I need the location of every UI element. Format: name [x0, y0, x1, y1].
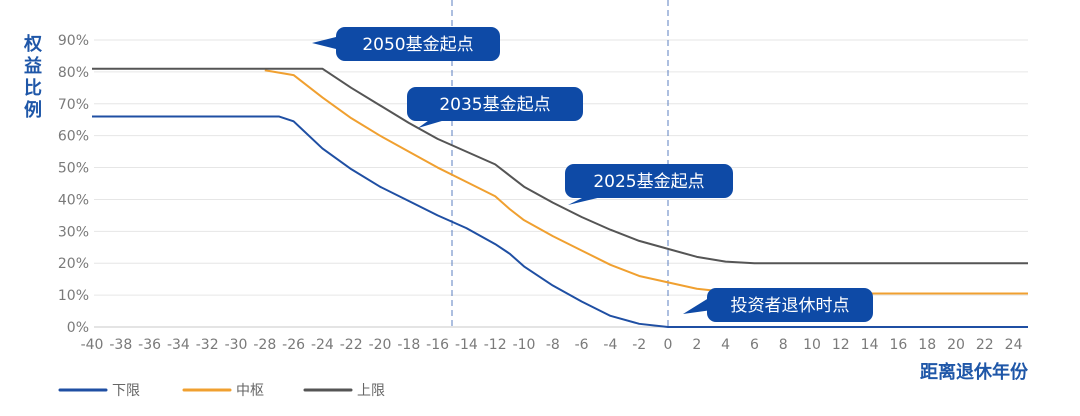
- x-tick-label: -8: [546, 337, 560, 353]
- y-tick-label: 30%: [58, 224, 89, 240]
- y-tick-label: 0%: [67, 320, 89, 336]
- legend-item: 下限: [58, 383, 140, 399]
- x-tick-label: -2: [632, 337, 646, 353]
- annotation-label: 2050基金起点: [362, 35, 473, 55]
- x-tick-label: 16: [889, 337, 907, 353]
- x-tick-label: -28: [253, 337, 276, 353]
- y-tick-label: 60%: [58, 129, 89, 145]
- legend-item: 中枢: [182, 383, 264, 399]
- annotation-callout: 2050基金起点: [312, 27, 500, 61]
- x-tick-label: 20: [947, 337, 965, 353]
- callout-box: [565, 164, 733, 198]
- x-tick-label: 22: [976, 337, 994, 353]
- y-tick-label: 50%: [58, 161, 89, 177]
- callout-pointer: [312, 36, 340, 50]
- x-tick-label: -10: [513, 337, 536, 353]
- x-tick-label: -20: [369, 337, 392, 353]
- x-tick-label: -16: [426, 337, 449, 353]
- x-tick-label: 10: [803, 337, 821, 353]
- y-tick-label: 40%: [58, 192, 89, 208]
- y-axis-title: 权益比例: [23, 33, 43, 121]
- gridlines: [94, 39, 1028, 328]
- y-tick-label: 90%: [58, 33, 89, 49]
- annotation-label: 2025基金起点: [593, 172, 704, 192]
- x-tick-label: -6: [575, 337, 589, 353]
- y-axis-ticks: 0% 10% 20% 30% 40% 50% 60% 70% 80% 90%: [58, 33, 89, 336]
- legend: 下限 中枢 上限: [58, 383, 385, 399]
- x-tick-label: 0: [664, 337, 673, 353]
- y-tick-label: 80%: [58, 65, 89, 81]
- y-tick-label: 10%: [58, 288, 89, 304]
- annotation-label: 投资者退休时点: [731, 296, 850, 316]
- x-tick-label: -4: [603, 337, 617, 353]
- x-tick-label: -40: [81, 337, 104, 353]
- x-tick-label: 12: [832, 337, 850, 353]
- legend-label: 中枢: [236, 383, 264, 399]
- x-axis-ticks: -40 -38 -36 -34 -32 -30 -28 -26 -24 -22 -20 -18 -16-…: [81, 337, 1023, 353]
- y-tick-label: 70%: [58, 97, 89, 113]
- x-tick-label: -34: [167, 337, 190, 353]
- x-tick-label: -22: [340, 337, 363, 353]
- legend-label: 下限: [112, 383, 140, 399]
- x-tick-label: -18: [397, 337, 420, 353]
- callout-box: [336, 27, 500, 61]
- x-tick-label: 4: [721, 337, 730, 353]
- series-lines: [92, 67, 1028, 328]
- series-line: [92, 115, 1028, 328]
- callout-box: [407, 87, 583, 121]
- annotation-callout: 2025基金起点: [565, 164, 733, 205]
- callout-pointer: [683, 296, 712, 314]
- x-tick-label: 18: [918, 337, 936, 353]
- x-tick-label: 6: [750, 337, 759, 353]
- series-line: [264, 69, 1028, 295]
- x-tick-label: -36: [138, 337, 161, 353]
- callout-box: [707, 288, 873, 322]
- annotation-callout: 2035基金起点: [407, 87, 583, 128]
- x-tick-label: 24: [1005, 337, 1023, 353]
- x-tick-label: -12: [484, 337, 507, 353]
- x-tick-label: 2: [692, 337, 701, 353]
- x-tick-label: 8: [779, 337, 788, 353]
- x-tick-label: -38: [109, 337, 132, 353]
- annotation-callout: 投资者退休时点: [683, 288, 873, 322]
- x-axis-title: 距离退休年份: [920, 361, 1029, 383]
- y-tick-label: 20%: [58, 256, 89, 272]
- x-tick-label: -14: [455, 337, 478, 353]
- x-tick-label: 14: [861, 337, 879, 353]
- x-tick-label: -30: [225, 337, 248, 353]
- annotation-label: 2035基金起点: [439, 95, 550, 115]
- x-tick-label: -26: [282, 337, 305, 353]
- x-tick-label: -32: [196, 337, 219, 353]
- legend-item: 上限: [303, 383, 385, 399]
- series-line: [92, 67, 1028, 265]
- x-tick-label: -24: [311, 337, 334, 353]
- legend-label: 上限: [357, 383, 385, 399]
